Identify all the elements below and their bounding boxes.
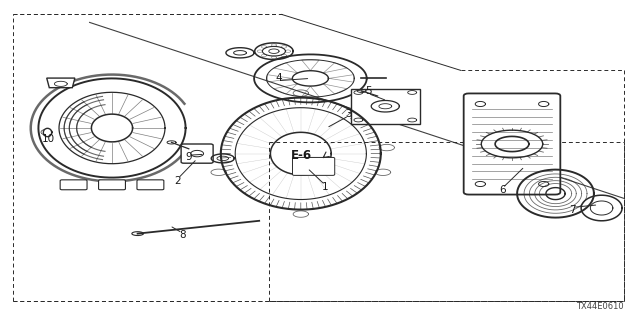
Text: 7: 7 <box>570 204 576 215</box>
Text: 8: 8 <box>179 230 186 240</box>
FancyBboxPatch shape <box>292 157 335 175</box>
Text: 9: 9 <box>186 152 192 163</box>
Text: 1: 1 <box>322 182 328 192</box>
Text: 2: 2 <box>175 176 181 186</box>
Text: E-6: E-6 <box>291 149 312 162</box>
Text: 3: 3 <box>346 108 352 119</box>
Text: TX44E0610: TX44E0610 <box>577 302 624 311</box>
Polygon shape <box>47 78 75 88</box>
FancyBboxPatch shape <box>60 180 87 190</box>
Text: 10: 10 <box>42 134 54 144</box>
FancyBboxPatch shape <box>137 180 164 190</box>
Text: 4: 4 <box>275 73 282 84</box>
FancyBboxPatch shape <box>463 93 561 195</box>
FancyBboxPatch shape <box>181 144 213 163</box>
FancyBboxPatch shape <box>99 180 125 190</box>
Polygon shape <box>351 89 420 124</box>
Text: 5: 5 <box>365 86 371 96</box>
Text: 6: 6 <box>499 185 506 196</box>
